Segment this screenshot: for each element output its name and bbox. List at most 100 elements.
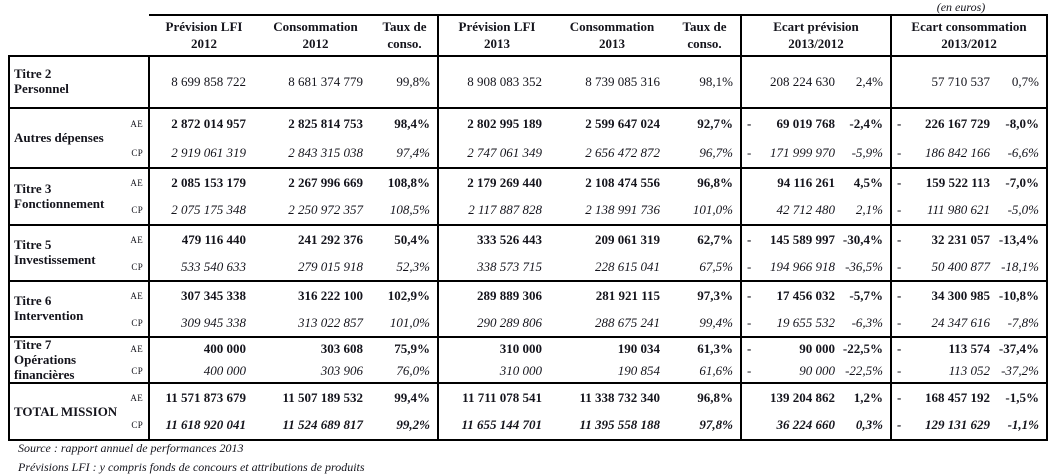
- minus-sign: -: [747, 231, 752, 247]
- cell-consommation-2013: 190 034: [555, 335, 669, 361]
- cell-prevision-lfi-2013: 2 802 995 189: [438, 107, 555, 138]
- header-line: Consommation: [273, 18, 358, 34]
- ecart-flex: - 24 347 616: [892, 315, 996, 331]
- cell-prevision-lfi-2013: 2 747 061 349: [467, 144, 542, 160]
- minus-sign: -: [747, 115, 752, 131]
- cell-consommation-2013: 2 656 472 872: [585, 144, 660, 160]
- lfi-note: Prévisions LFI : y compris fonds de conc…: [18, 460, 365, 474]
- cell-prevision-lfi-2012: 533 540 633: [181, 258, 246, 274]
- cell-taux-conso-2012: 102,9%: [372, 280, 439, 309]
- ecart-flex: - 129 131 629: [892, 417, 996, 433]
- cp-label: CP: [120, 138, 150, 168]
- cell-consommation-2012: 279 015 918: [298, 258, 363, 274]
- minus-sign: -: [747, 314, 752, 330]
- cell-ecart-consommation-pct: -8,0%: [996, 107, 1049, 138]
- ecart-flex: 36 224 660: [742, 417, 841, 433]
- table-row-total-mission-cp: CP 11 618 920 041 11 524 689 817 99,2% 11 65…: [9, 411, 1049, 442]
- cell-prevision-lfi-2013: 2 179 269 440: [438, 167, 555, 196]
- ecart-number: 159 522 113: [925, 174, 991, 190]
- cell-ecart-consommation-pct: -10,8%: [996, 280, 1049, 309]
- cell-ecart-consommation-pct: -1,1%: [996, 411, 1049, 442]
- minus-sign: -: [897, 174, 902, 190]
- ecart-number: 208 224 630: [770, 74, 835, 89]
- cell-taux-conso-2013: 97,3%: [669, 280, 742, 309]
- cell-taux-conso-2012: 101,0%: [372, 309, 439, 337]
- ecart-number: 50 400 877: [931, 258, 991, 274]
- cell-prevision-lfi-2012: 11 571 873 679: [149, 382, 259, 412]
- cell-taux-conso-2013: 62,7%: [669, 224, 742, 253]
- cell-ecart-consommation-value: - 113 052: [891, 360, 996, 383]
- ecart-number: 139 204 862: [770, 389, 835, 405]
- header-line: Consommation: [569, 18, 655, 34]
- ecart-flex: - 32 231 057: [892, 232, 996, 248]
- cell-ecart-prevision-value: 42 712 480: [741, 196, 841, 225]
- table-row-titre-5-cp: CP 533 540 633 279 015 918 52,3% 338 573 715…: [9, 253, 1049, 281]
- cell-taux-conso-2012: 97,4%: [372, 138, 439, 168]
- table-row-autres-depenses-ae: Autres dépenses AE 2 872 014 957 2 825 814 …: [8, 107, 1049, 168]
- minus-sign: -: [897, 115, 902, 131]
- header-line: 2013/2012: [788, 35, 844, 51]
- minus-sign: -: [897, 341, 902, 357]
- cell-ecart-prevision-pct: -5,9%: [841, 138, 893, 168]
- cell-taux-conso-2013: 61,6%: [669, 360, 742, 384]
- cell-ecart-consommation-pct: -7,8%: [996, 309, 1049, 337]
- cell-taux-conso-2012: 50,4%: [372, 224, 439, 253]
- cell-ecart-consommation-pct: -13,4%: [996, 224, 1049, 253]
- cell-taux-conso-2012: 108,8%: [372, 167, 439, 196]
- cell-taux-conso-2012: 98,4%: [372, 107, 439, 138]
- cell-taux-conso-2012: 99,4%: [372, 382, 439, 412]
- cell-ecart-prevision-pct: 4,5%: [841, 167, 893, 196]
- cell-consommation-2013: 11 395 558 188: [555, 411, 669, 442]
- row-label-titre-5: Titre 5 Investissement: [8, 224, 120, 281]
- minus-sign: -: [897, 231, 902, 247]
- cp-label: CP: [120, 253, 150, 281]
- cell-consommation-2012: 11 507 189 532: [259, 382, 372, 412]
- cell-consommation-2013: 190 854: [617, 363, 660, 379]
- cell-ecart-prevision-value: - 90 000: [741, 335, 841, 361]
- ae-label: AE: [120, 382, 150, 412]
- cell-prevision-lfi-2012: 2 872 014 957: [149, 107, 259, 138]
- ecart-flex: - 113 052: [892, 363, 996, 379]
- column-header-consommation-2013: Consommation 2013: [555, 14, 669, 56]
- cp-label: CP: [120, 196, 150, 225]
- row-label-line: Opérations: [14, 351, 77, 367]
- ecart-flex: - 19 655 532: [742, 315, 841, 331]
- cell-ecart-consommation-value: - 226 167 729: [891, 107, 997, 138]
- cell-prevision-lfi-2012: 2 075 175 348: [171, 202, 246, 217]
- ecart-flex: - 17 456 032: [742, 288, 841, 304]
- header-line: 2012: [302, 35, 329, 51]
- cell-ecart-prevision-value: 36 224 660: [741, 411, 841, 442]
- ecart-flex: 57 710 537: [892, 74, 996, 90]
- column-header-taux-conso-2012: Taux de conso.: [372, 14, 439, 56]
- cell-ecart-consommation-value: 57 710 537: [891, 55, 997, 108]
- cell-consommation-2012: 2 843 315 038: [288, 144, 363, 160]
- cell-prevision-lfi-2013: 310 000: [499, 363, 542, 379]
- budget-table: Prévision LFI 2012 Consommation 2012 Taux de…: [8, 14, 1049, 442]
- ecart-number: 17 456 032: [776, 287, 836, 303]
- cell-consommation-2012: 2 825 814 753: [259, 107, 372, 138]
- cell-taux-conso-2013: 61,3%: [669, 335, 742, 361]
- cell-prevision-lfi-2012: 400 000: [203, 363, 246, 379]
- cell-ecart-consommation-value: - 50 400 877: [891, 253, 996, 281]
- table-row-titre-7-cp: CP 400 000 303 906 76,0% 310 000 190 854 61,6%…: [9, 360, 1049, 384]
- cell-prevision-lfi-2012: 307 345 338: [149, 280, 259, 309]
- minus-sign: -: [747, 287, 752, 303]
- aecp-empty: [120, 55, 150, 108]
- row-label-titre-2: Titre 2 Personnel: [8, 55, 120, 108]
- ecart-number: 69 019 768: [776, 115, 836, 131]
- ecart-flex: 94 116 261: [742, 175, 841, 191]
- row-label-total-mission: TOTAL MISSION: [8, 382, 120, 442]
- minus-sign: -: [897, 417, 902, 433]
- table-row-titre-2: Titre 2 Personnel 8 699 858 722 8 681 374 7…: [8, 55, 1049, 108]
- cell-consommation-2012: 303 906: [320, 363, 363, 379]
- header-line: conso.: [387, 35, 422, 51]
- cell-prevision-lfi-2012: 8 699 858 722: [149, 55, 259, 108]
- cell-prevision-lfi-2012: 2 085 153 179: [149, 167, 259, 196]
- ecart-flex: - 226 167 729: [892, 116, 996, 132]
- row-label-line: Autres dépenses: [14, 129, 104, 145]
- row-label-line: Fonctionnement: [14, 195, 105, 211]
- cell-ecart-prevision-pct: -22,5%: [841, 360, 893, 384]
- cell-ecart-prevision-value: - 90 000: [741, 360, 841, 383]
- cell-prevision-lfi-2013: 338 573 715: [477, 258, 542, 274]
